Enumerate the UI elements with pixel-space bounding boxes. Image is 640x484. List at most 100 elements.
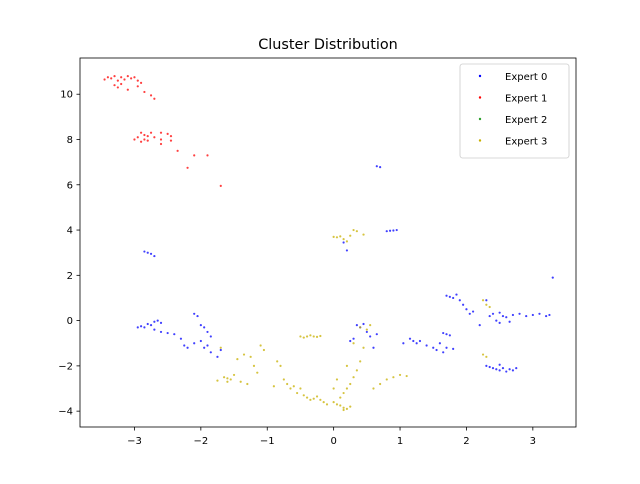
- data-point: [133, 138, 136, 141]
- data-point: [159, 142, 163, 146]
- data-point: [103, 78, 106, 81]
- data-point: [123, 78, 126, 81]
- data-point: [345, 364, 349, 367]
- data-point: [305, 335, 309, 338]
- data-point: [342, 408, 345, 412]
- data-point: [385, 378, 388, 381]
- data-point: [312, 397, 315, 400]
- data-point: [412, 339, 415, 343]
- data-point: [359, 326, 362, 329]
- data-point: [256, 371, 259, 374]
- data-point: [106, 76, 109, 79]
- data-point: [136, 136, 139, 139]
- data-point: [143, 326, 146, 329]
- data-point: [153, 254, 156, 258]
- data-point: [342, 406, 345, 409]
- data-point: [219, 346, 222, 349]
- x-tick-label: 0: [330, 436, 336, 447]
- data-point: [143, 250, 146, 253]
- data-point: [485, 355, 488, 358]
- data-point: [282, 378, 285, 381]
- y-tick-label: −4: [58, 407, 73, 418]
- x-tick-label: −1: [260, 436, 275, 447]
- y-tick-label: 0: [67, 316, 73, 327]
- data-point: [149, 131, 153, 134]
- data-point: [325, 403, 329, 406]
- data-point: [478, 324, 481, 327]
- data-point: [169, 135, 173, 138]
- data-point: [485, 364, 488, 367]
- data-point: [545, 314, 548, 318]
- data-point: [511, 313, 515, 317]
- data-point: [206, 344, 209, 347]
- data-point: [505, 316, 508, 319]
- data-point: [219, 184, 222, 187]
- x-tick-label: 1: [397, 436, 403, 447]
- series-1: [103, 75, 222, 187]
- data-point: [216, 355, 219, 358]
- data-point: [159, 321, 163, 324]
- y-tick-label: 4: [67, 226, 73, 237]
- data-point: [159, 330, 163, 334]
- data-point: [498, 363, 501, 366]
- data-point: [488, 314, 491, 318]
- data-point: [209, 351, 212, 354]
- data-point: [335, 236, 339, 239]
- data-point: [302, 336, 305, 339]
- x-tick-label: −3: [127, 436, 142, 447]
- data-point: [186, 166, 189, 169]
- data-point: [349, 382, 352, 386]
- data-point: [136, 85, 139, 88]
- data-point: [309, 334, 312, 337]
- data-point: [511, 369, 515, 372]
- data-point: [139, 140, 143, 143]
- data-point: [319, 334, 322, 338]
- points-layer: [103, 75, 554, 412]
- data-point: [279, 364, 282, 367]
- series-3: [216, 228, 491, 412]
- data-point: [392, 229, 395, 232]
- data-point: [146, 322, 149, 326]
- data-point: [495, 368, 498, 371]
- data-point: [153, 97, 156, 100]
- data-point: [139, 325, 143, 328]
- data-point: [272, 385, 275, 388]
- plot-frame: [79, 57, 577, 428]
- data-point: [375, 333, 378, 336]
- axes-layer: −3 −2 −1 0 1 2 3 −4 −2 0 2 4 6 8 10: [58, 57, 577, 447]
- data-point: [418, 339, 422, 343]
- data-point: [209, 335, 212, 338]
- legend-label: Expert 3: [505, 137, 547, 148]
- data-point: [518, 312, 521, 315]
- data-point: [166, 132, 169, 135]
- data-point: [452, 347, 455, 350]
- data-point: [455, 293, 458, 296]
- data-point: [113, 75, 116, 78]
- y-tick-label: 6: [67, 180, 73, 191]
- data-point: [296, 391, 299, 395]
- legend: Expert 0 Expert 1 Expert 2 Expert 3: [459, 63, 570, 159]
- y-tick-label: 2: [67, 271, 73, 282]
- data-point: [173, 333, 176, 336]
- data-point: [322, 401, 325, 404]
- data-point: [139, 131, 143, 134]
- data-point: [465, 308, 468, 311]
- data-point: [286, 382, 289, 386]
- data-point: [362, 233, 365, 236]
- data-point: [136, 326, 139, 329]
- data-point: [352, 337, 355, 340]
- data-point: [505, 370, 508, 373]
- data-point: [355, 369, 358, 372]
- y-tick-label: −2: [58, 361, 73, 372]
- data-point: [352, 376, 355, 379]
- data-point: [203, 346, 206, 349]
- data-point: [199, 339, 202, 343]
- data-point: [408, 337, 412, 340]
- data-point: [130, 77, 133, 80]
- data-point: [445, 333, 448, 336]
- data-point: [425, 344, 428, 347]
- data-point: [491, 367, 495, 370]
- data-point: [508, 368, 511, 371]
- data-point: [402, 342, 405, 345]
